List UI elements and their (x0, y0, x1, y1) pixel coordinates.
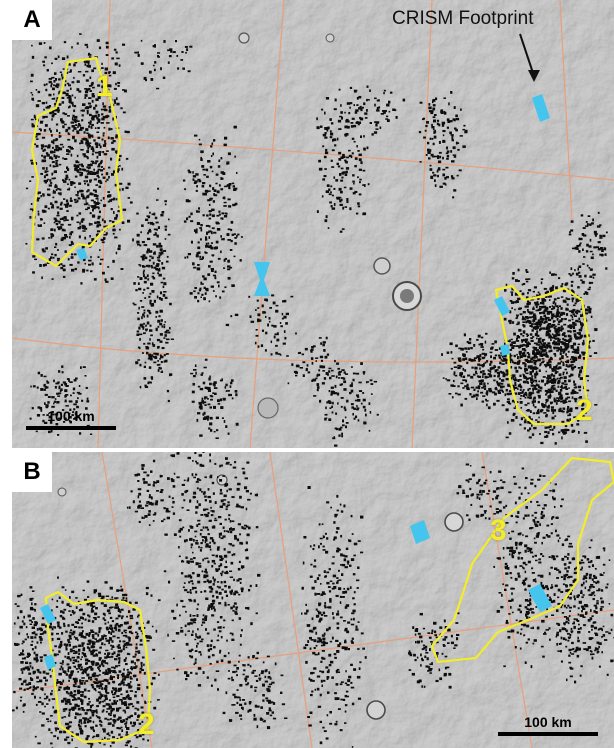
scale-bar-label: 100 km (524, 714, 572, 730)
panel-a-scale-bar: 100 km (26, 408, 116, 430)
region-1-outline (30, 56, 124, 268)
region-2-outline (494, 284, 590, 426)
crism-footprint (494, 296, 510, 316)
crism-footprint (254, 262, 270, 296)
crism-footprint (532, 94, 550, 122)
scale-bar-line (26, 426, 116, 430)
panel-a-crism-footprints (76, 94, 550, 356)
panel-b-crism-footprints (40, 520, 552, 670)
scale-bar-line (498, 732, 598, 736)
panel-a-deposit-dots (25, 33, 608, 447)
scale-bar-label: 100 km (47, 408, 95, 424)
crism-footprint (44, 654, 56, 670)
panel-a-label: A (12, 0, 52, 40)
region-label-2b: 2 (138, 708, 155, 741)
panel-a-region-outlines (30, 56, 590, 426)
crism-footprint (500, 344, 510, 356)
panel-b-craters (57, 474, 464, 720)
crism-footprint (76, 248, 88, 260)
panel-a-craters (85, 32, 422, 419)
panel-b-map: B 2 3 100 km (12, 452, 614, 748)
crism-footprint (410, 520, 430, 544)
region-label-1: 1 (96, 70, 113, 103)
crism-arrow (519, 33, 540, 82)
panel-b-terrain (12, 452, 614, 748)
panel-b-scale-bar: 100 km (498, 714, 598, 736)
region-label-3: 3 (490, 514, 507, 547)
panel-b-label: B (12, 452, 52, 492)
panel-b-deposit-dots (12, 452, 614, 748)
region-3-outline (430, 456, 614, 664)
crism-footprint (528, 584, 552, 612)
region-2-outline (44, 590, 152, 744)
panel-a-map: A 1 2 CRISM Footprint 100 km (12, 0, 614, 448)
crism-footprint (40, 604, 56, 624)
crism-footprint-label: CRISM Footprint (392, 8, 534, 29)
panel-b-region-outlines (44, 456, 614, 744)
panel-a-terrain (12, 0, 614, 448)
region-label-2: 2 (576, 394, 593, 427)
